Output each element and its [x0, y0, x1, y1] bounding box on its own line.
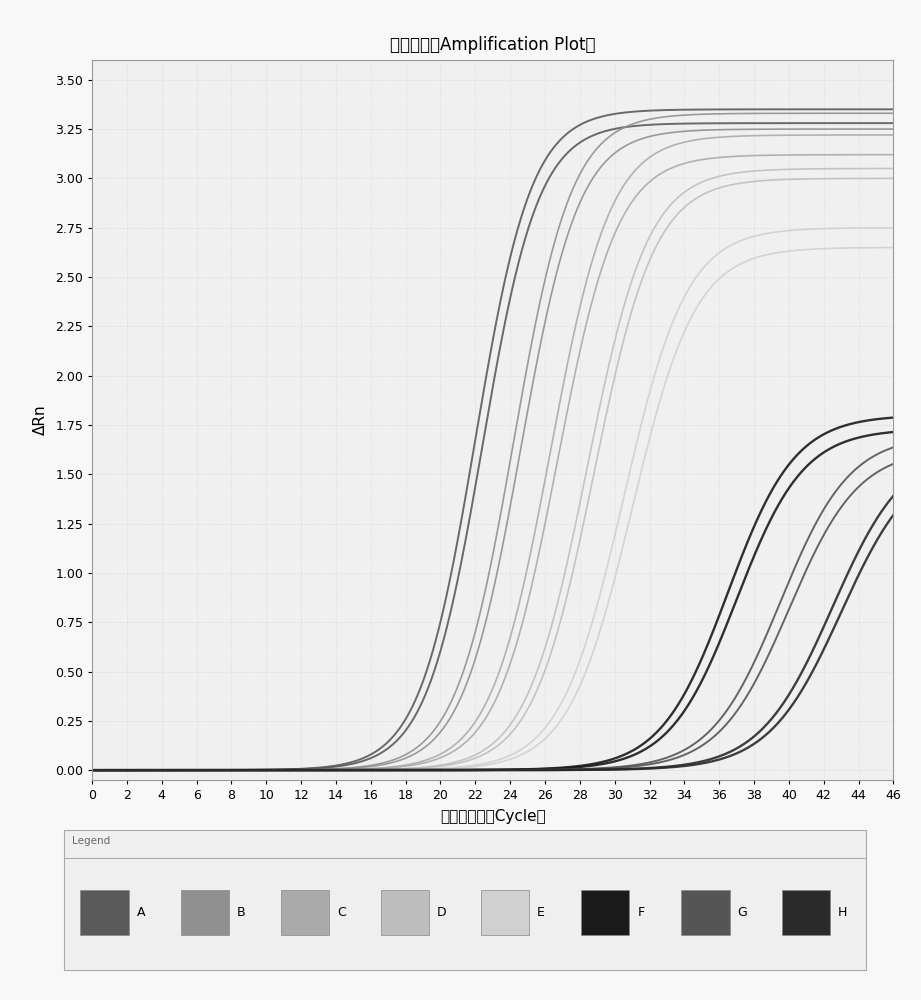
Bar: [682, 890, 729, 935]
Text: H: H: [838, 906, 847, 919]
Y-axis label: ΔRn: ΔRn: [33, 405, 48, 435]
Bar: [481, 890, 530, 935]
Bar: [281, 890, 329, 935]
Text: C: C: [337, 906, 345, 919]
Bar: [80, 890, 129, 935]
Bar: [381, 890, 429, 935]
Text: G: G: [738, 906, 747, 919]
X-axis label: 扩增循环数（Cycle）: 扩增循环数（Cycle）: [440, 809, 545, 824]
Bar: [181, 890, 228, 935]
Text: Legend: Legend: [73, 836, 111, 846]
Text: B: B: [237, 906, 245, 919]
Text: E: E: [537, 906, 545, 919]
Bar: [782, 890, 830, 935]
Text: D: D: [437, 906, 447, 919]
Bar: [581, 890, 629, 935]
Title: 扩增曲线（Amplification Plot）: 扩增曲线（Amplification Plot）: [390, 36, 596, 54]
Text: A: A: [136, 906, 146, 919]
Text: F: F: [637, 906, 645, 919]
